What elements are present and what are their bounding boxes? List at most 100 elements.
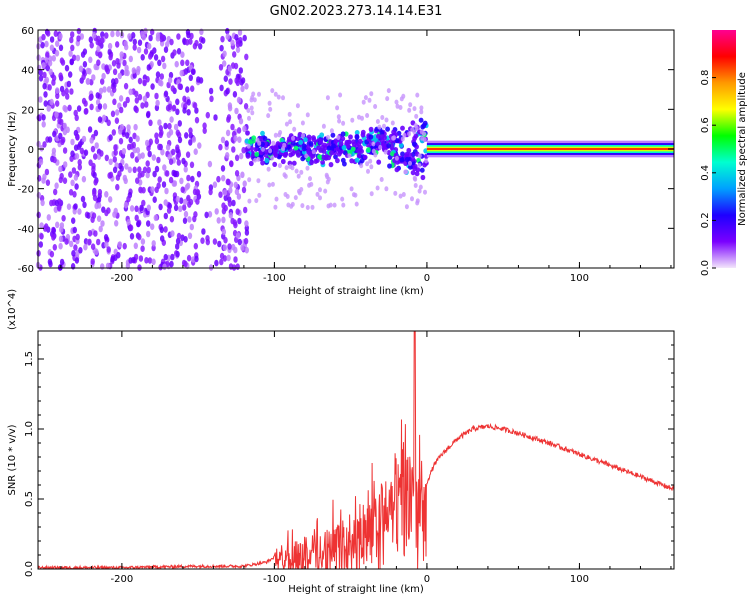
heatmap-cell [353, 192, 358, 198]
heatmap-cell [127, 143, 132, 151]
heatmap-cell [36, 250, 41, 257]
heatmap-cell [266, 113, 271, 119]
heatmap-cell [184, 132, 189, 139]
heatmap-cell [122, 242, 127, 250]
heatmap-cell [232, 51, 237, 58]
heatmap-cell [230, 123, 235, 131]
heatmap-cell [58, 44, 64, 52]
heatmap-cell [376, 133, 381, 139]
heatmap-cell [401, 192, 406, 197]
heatmap-cell [66, 80, 72, 88]
heatmap-cell [341, 144, 347, 151]
heatmap-cell [124, 163, 129, 170]
heatmap-cell [301, 143, 307, 149]
heatmap-cell [78, 247, 83, 254]
heatmap-cell [132, 44, 137, 51]
heatmap-cell [111, 60, 117, 67]
heatmap-cell [406, 147, 412, 154]
heatmap-cell [53, 30, 58, 37]
heatmap-cell [47, 84, 52, 91]
heatmap-cell [218, 143, 223, 151]
heatmap-cell [152, 196, 157, 203]
heatmap-cell [221, 174, 226, 182]
heatmap-cell [114, 220, 119, 227]
heatmap-cell [73, 203, 78, 210]
heatmap-cell [128, 224, 134, 232]
heatmap-cell [158, 125, 163, 132]
heatmap-cell [336, 135, 341, 141]
heatmap-cell [163, 90, 169, 98]
heatmap-cell [251, 135, 257, 141]
heatmap-cell [38, 241, 43, 248]
heatmap-cell [196, 76, 201, 83]
heatmap-cell [173, 204, 179, 212]
heatmap-cell [170, 230, 175, 237]
heatmap-cell [94, 202, 99, 210]
heatmap-cell [142, 166, 148, 174]
heatmap-cell [371, 141, 376, 147]
heatmap-cell [232, 219, 238, 226]
heatmap-cell [400, 136, 405, 142]
heatmap-cell [114, 117, 120, 124]
heatmap-cell [248, 139, 253, 145]
heatmap-cell [62, 147, 68, 154]
heatmap-cell [271, 140, 276, 146]
heatmap-cell [239, 79, 244, 86]
heatmap-cell [410, 196, 414, 202]
heatmap-cell [219, 84, 224, 92]
heatmap-cell [136, 46, 142, 54]
heatmap-cell [332, 202, 337, 208]
heatmap-cell [235, 41, 241, 48]
heatmap-cell [354, 130, 360, 136]
heatmap-cell [188, 198, 194, 206]
heatmap-cell [81, 135, 87, 143]
heatmap-cell [350, 146, 356, 152]
heatmap-cell [222, 60, 227, 67]
heatmap-cell [222, 50, 227, 58]
heatmap-cell [163, 253, 168, 261]
heatmap-cell [97, 188, 103, 196]
heatmap-cell [64, 64, 70, 72]
heatmap-cell [108, 196, 113, 203]
heatmap-cell [383, 149, 388, 155]
heatmap-cell [224, 140, 229, 147]
heatmap-cell [260, 141, 265, 147]
heatmap-cell [333, 154, 338, 160]
heatmap-cell [199, 28, 204, 36]
heatmap-cell [288, 119, 293, 125]
heatmap-cell [134, 214, 139, 222]
heatmap-cell [329, 146, 335, 152]
heatmap-cell [300, 203, 305, 209]
heatmap-cell [183, 166, 188, 173]
heatmap-cell [79, 147, 85, 155]
heatmap-cell [134, 106, 139, 114]
heatmap-cell [145, 76, 150, 83]
heatmap-cell [98, 87, 104, 95]
heatmap-cell [151, 240, 156, 247]
heatmap-cell [340, 196, 345, 202]
y-tick-label: 0.0 [24, 561, 35, 577]
heatmap-cell [217, 240, 222, 248]
heatmap-cell [41, 62, 46, 69]
heatmap-cell [321, 123, 326, 129]
heatmap-cell [185, 59, 190, 67]
snr-panel: -200 -100 0 100 0.0 0.5 1.0 1.5 Height of strai… [7, 289, 675, 595]
heatmap-cell [233, 135, 238, 142]
heatmap-cell [163, 46, 169, 53]
heatmap-cell [147, 42, 152, 50]
heatmap-cell [219, 44, 224, 52]
heatmap-cell [107, 42, 113, 50]
heatmap-cell [125, 96, 130, 104]
heatmap-cell [36, 191, 42, 199]
heatmap-cell [318, 187, 322, 193]
heatmap-cell [340, 157, 346, 163]
heatmap-cell [239, 152, 244, 160]
heatmap-cell [64, 87, 69, 95]
heatmap-cell [81, 175, 87, 183]
heatmap-cell [384, 117, 389, 123]
heatmap-cell [419, 105, 424, 111]
heatmap-cell [257, 192, 262, 198]
heatmap-cell [422, 137, 427, 143]
heatmap-cell [66, 203, 72, 210]
